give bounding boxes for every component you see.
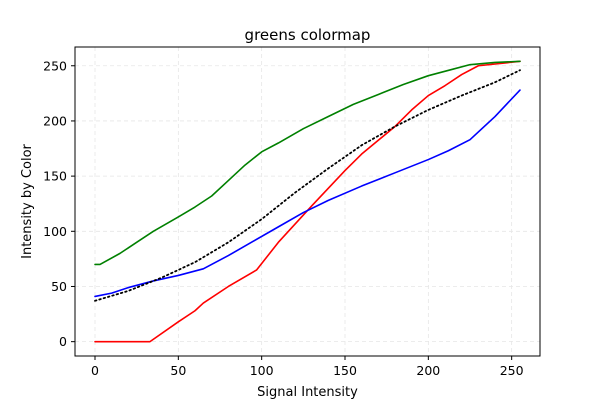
y-axis-label: Intensity by Color xyxy=(20,143,35,258)
series-line-4 xyxy=(94,69,521,302)
series-layer xyxy=(94,60,521,343)
x-tick-label: 200 xyxy=(416,363,440,378)
x-tick-label: 50 xyxy=(170,363,186,378)
x-tick-label: 100 xyxy=(250,363,274,378)
series-line-1 xyxy=(94,60,521,343)
ticks: 0 50 100 150 200 250 0 50 100 150 200 250 xyxy=(43,58,524,378)
y-tick-label: 150 xyxy=(43,169,67,184)
chart-title: greens colormap xyxy=(245,26,371,44)
y-tick-label: 100 xyxy=(43,224,67,239)
y-tick-label: 250 xyxy=(43,58,67,73)
x-tick-label: 0 xyxy=(91,363,99,378)
x-tick-label: 150 xyxy=(333,363,357,378)
plot-frame xyxy=(74,46,541,357)
series-line-3 xyxy=(94,89,521,298)
grid xyxy=(75,47,540,356)
y-tick-label: 0 xyxy=(59,334,67,349)
y-tick-label: 200 xyxy=(43,113,67,128)
x-tick-label: 250 xyxy=(500,363,524,378)
y-tick-label: 50 xyxy=(51,279,67,294)
x-axis-label: Signal Intensity xyxy=(257,385,358,400)
series-line-2 xyxy=(94,60,521,266)
